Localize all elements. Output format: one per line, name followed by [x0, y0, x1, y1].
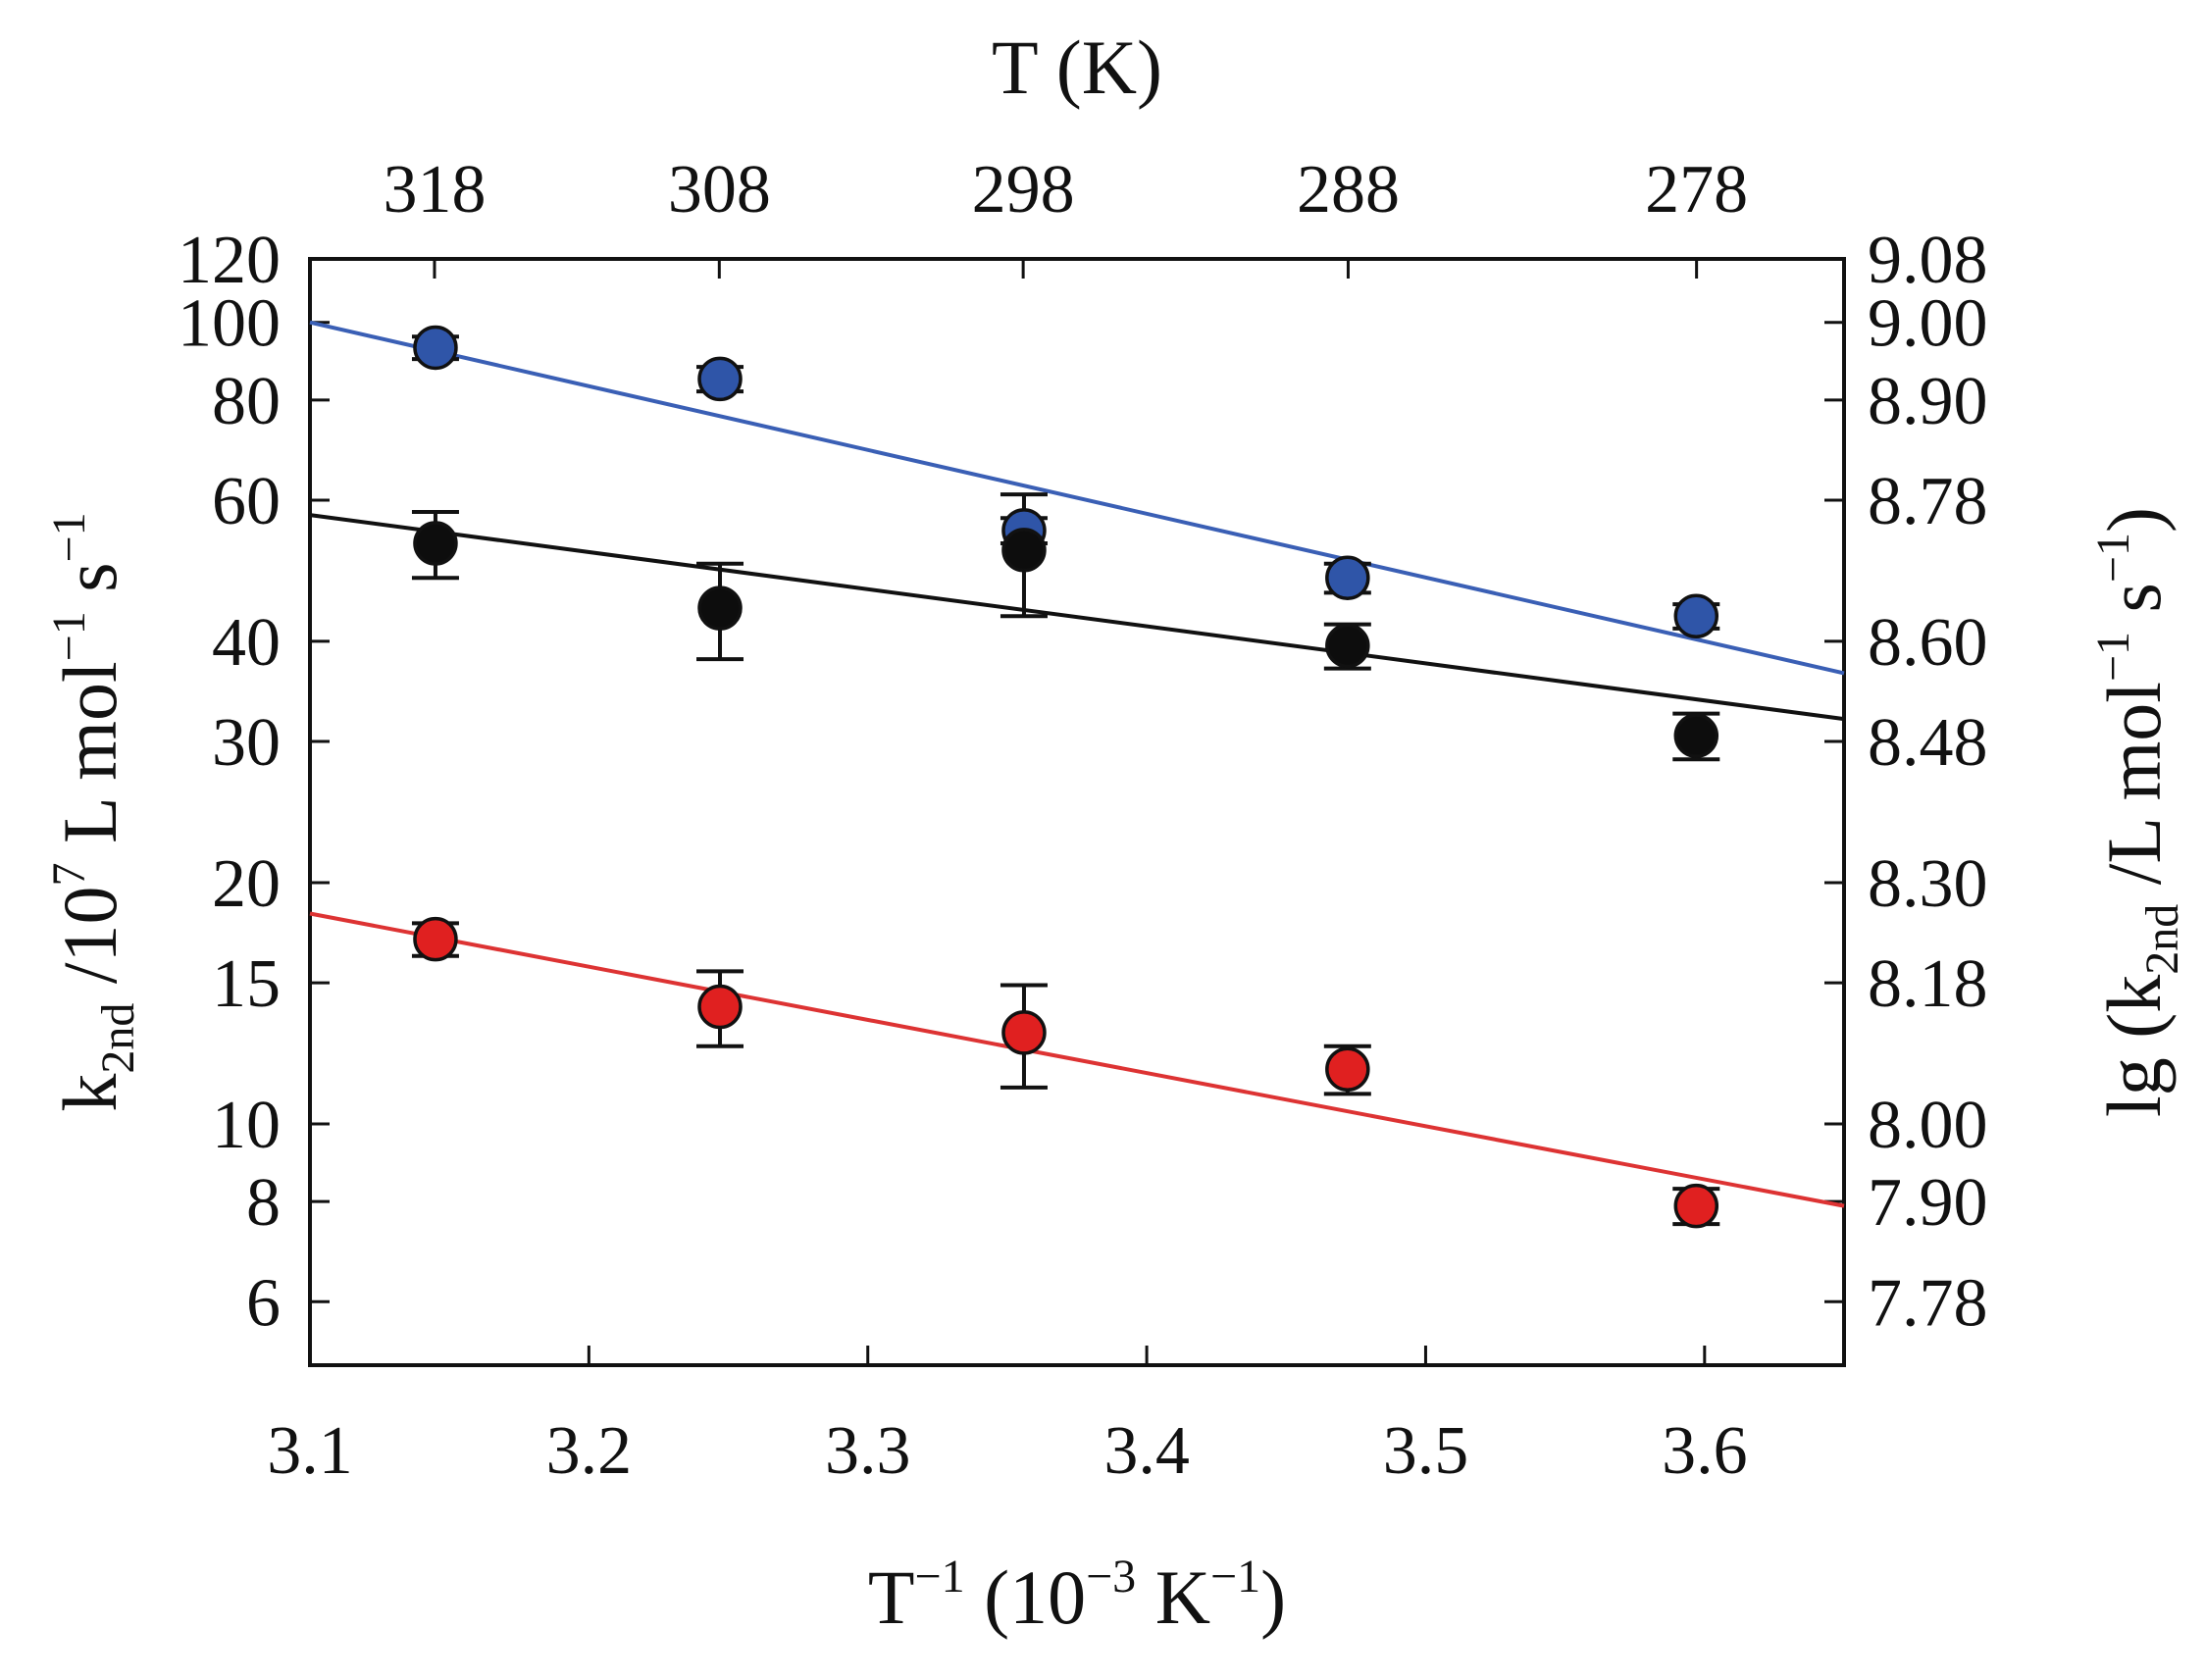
y-tick-label: 30 [212, 705, 281, 781]
y-right-tick-label: 8.48 [1868, 705, 1988, 781]
y-tick-label: 6 [246, 1265, 281, 1341]
tick-labels: 3.1 3.2 3.3 3.4 3.5 3.6 318 308 298 288 278 6 7.78 8 7… [178, 152, 1988, 1489]
x-tick-label: 3.1 [267, 1413, 353, 1489]
top-tick-label: 288 [1297, 152, 1400, 228]
top-tick-label: 318 [383, 152, 486, 228]
error-bars [411, 334, 1720, 1227]
top-tick-label: 278 [1645, 152, 1748, 228]
x-tick-label: 3.5 [1383, 1413, 1469, 1489]
tick-marks [308, 257, 1844, 1365]
y-right-tick-label: 7.90 [1868, 1165, 1988, 1241]
top-tick-label: 298 [972, 152, 1075, 228]
y-right-tick-label: 7.78 [1868, 1265, 1988, 1341]
x-axis-title: T−1 (10−3 K−1) [868, 1551, 1286, 1640]
y-right-tick-label: 8.00 [1868, 1088, 1988, 1163]
fit-lines [309, 320, 1845, 1208]
y-tick-label: 15 [212, 946, 281, 1022]
data-points [413, 325, 1719, 1229]
fit-line-red [309, 911, 1845, 1208]
data-point-black [1001, 528, 1047, 573]
x-tick-label: 3.4 [1103, 1413, 1190, 1489]
y-right-tick-label: 8.18 [1868, 946, 1988, 1022]
y-right-tick-label: 8.30 [1868, 846, 1988, 922]
y-tick-label: 8 [246, 1165, 281, 1241]
fit-line-blue [309, 320, 1845, 676]
fit-line-black [309, 513, 1845, 722]
data-point-red [1001, 1010, 1047, 1055]
data-point-red [1673, 1183, 1719, 1229]
y-tick-label: 80 [212, 364, 281, 439]
data-point-black [1325, 623, 1370, 669]
y-right-tick-label: 8.78 [1868, 464, 1988, 539]
data-point-blue [413, 325, 458, 371]
y-right-tick-label: 8.60 [1868, 605, 1988, 681]
data-point-blue [1325, 555, 1370, 600]
y-tick-label: 120 [178, 223, 281, 298]
data-point-black [697, 585, 743, 631]
data-point-red [413, 916, 458, 962]
y-axis-right-title: lg (k2nd /L mol−1 s−1) [2087, 507, 2188, 1117]
y-tick-label: 40 [212, 605, 281, 681]
data-point-black [1673, 713, 1719, 758]
x-tick-label: 3.6 [1662, 1413, 1748, 1489]
y-tick-label: 20 [212, 846, 281, 922]
data-point-red [697, 984, 743, 1030]
top-tick-label: 308 [668, 152, 771, 228]
y-right-tick-label: 9.08 [1868, 223, 1988, 298]
y-tick-label: 60 [212, 464, 281, 539]
data-point-blue [697, 356, 743, 402]
data-point-blue [1673, 593, 1719, 639]
plot-frame [308, 257, 1846, 1367]
x-tick-label: 3.3 [825, 1413, 911, 1489]
data-point-black [413, 521, 458, 566]
y-tick-label: 100 [178, 286, 281, 362]
y-axis-title: k2nd /107 L mol−1 s−1 [43, 512, 144, 1111]
top-axis-title: T (K) [992, 25, 1162, 110]
y-tick-label: 10 [212, 1088, 281, 1163]
data-point-red [1325, 1046, 1370, 1093]
x-tick-label: 3.2 [546, 1413, 633, 1489]
y-right-tick-label: 9.00 [1868, 286, 1988, 362]
y-right-tick-label: 8.90 [1868, 364, 1988, 439]
